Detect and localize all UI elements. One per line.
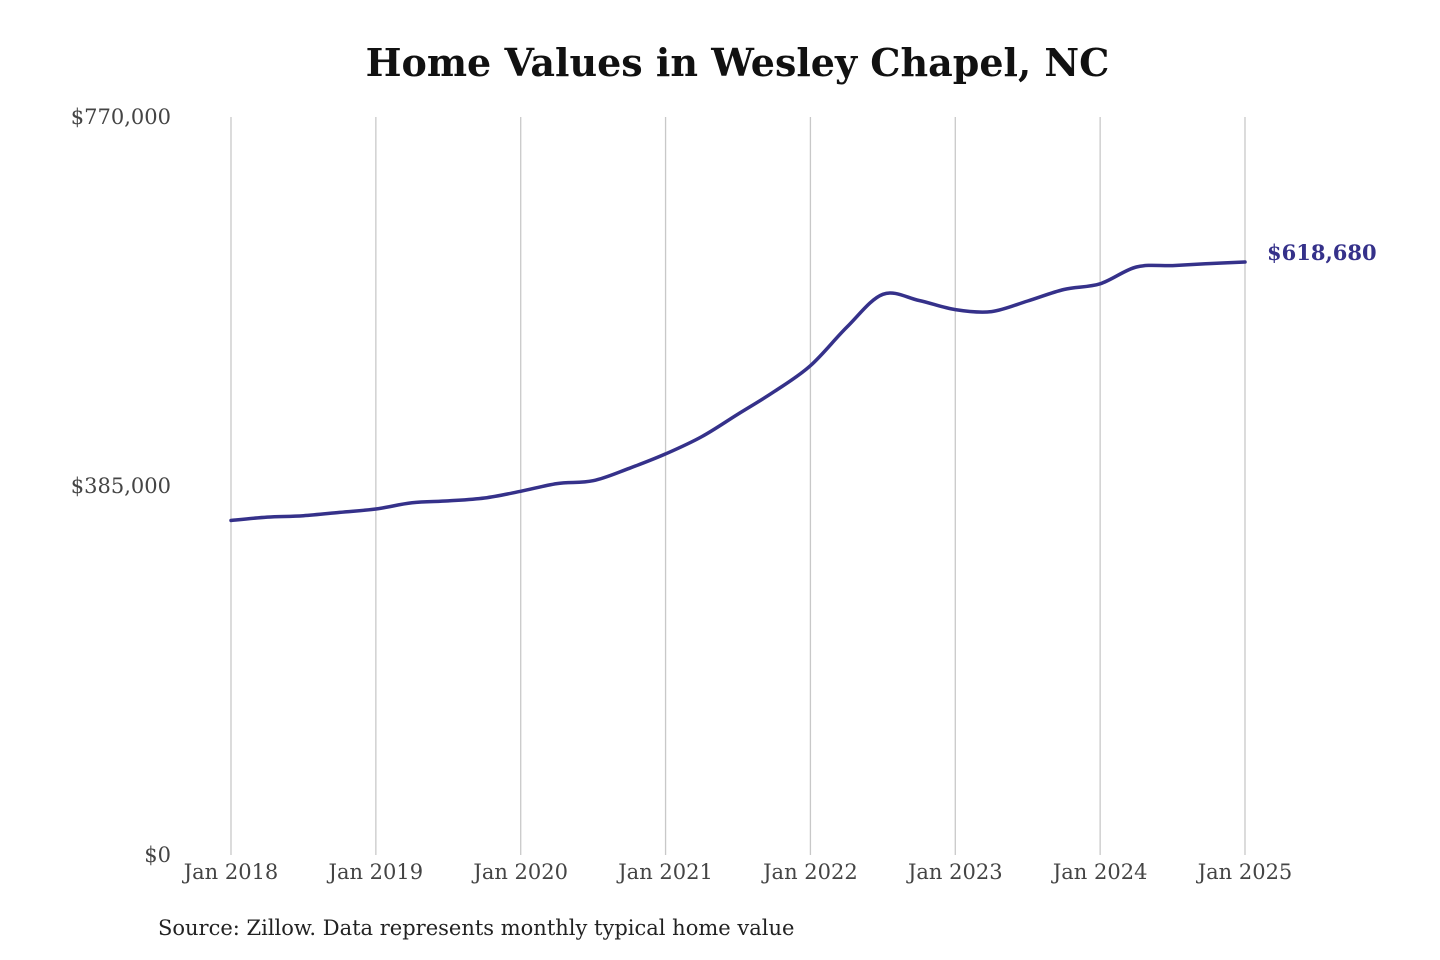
x-tick-label: Jan 2023 xyxy=(906,860,1003,884)
x-tick-label: Jan 2021 xyxy=(616,860,713,884)
y-axis: $0 $385,000 $770,000 xyxy=(71,105,171,867)
y-tick-label: $385,000 xyxy=(71,474,171,498)
x-axis: Jan 2018 Jan 2019 Jan 2020 Jan 2021 Jan 2022… xyxy=(182,860,1293,884)
end-value-label: $618,680 xyxy=(1267,240,1377,265)
x-tick-label: Jan 2022 xyxy=(761,860,858,884)
x-tick-label: Jan 2018 xyxy=(182,860,279,884)
source-note: Source: Zillow. Data represents monthly … xyxy=(158,916,795,940)
series-layer xyxy=(229,260,1247,523)
gridlines xyxy=(230,117,1246,855)
chart-title: Home Values in Wesley Chapel, NC xyxy=(365,40,1110,85)
x-tick-label: Jan 2025 xyxy=(1196,860,1293,884)
series-line xyxy=(229,260,1247,523)
x-tick-label: Jan 2024 xyxy=(1051,860,1148,884)
x-tick-label: Jan 2019 xyxy=(327,860,424,884)
x-tick-label: Jan 2020 xyxy=(471,860,568,884)
y-tick-label: $770,000 xyxy=(71,105,171,129)
y-tick-label: $0 xyxy=(144,843,171,867)
